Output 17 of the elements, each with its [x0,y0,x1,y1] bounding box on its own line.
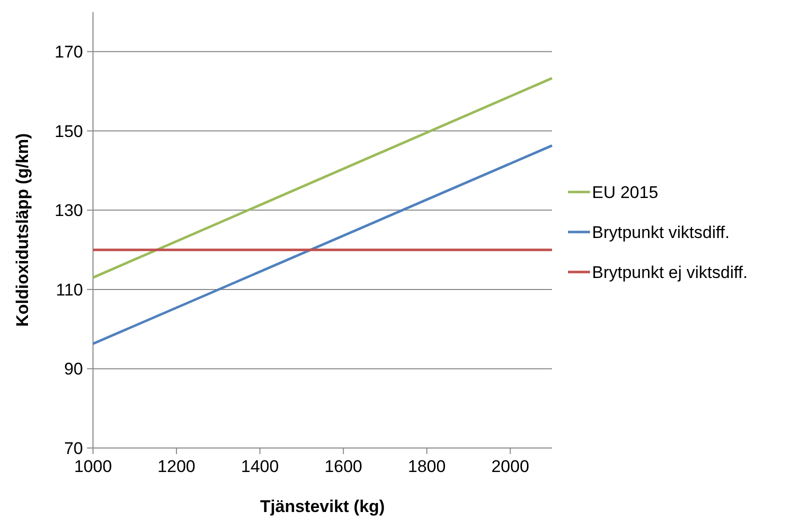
legend-label: Brytpunkt ej viktsdiff. [592,262,748,282]
x-axis-title: Tjänstevikt (kg) [260,497,385,516]
y-axis-title: Koldioxidutsläpp (g/km) [13,133,32,327]
x-tick-label: 1200 [158,457,196,476]
x-tick-label: 2000 [491,457,530,476]
y-tick-label: 110 [56,280,83,300]
x-tick-label: 1800 [408,457,446,476]
x-tick-label: 1600 [324,457,362,476]
y-tick-label: 90 [64,360,83,379]
y-tick-label: 130 [54,201,83,220]
legend-label: EU 2015 [592,182,658,202]
x-tick-label: 1000 [74,457,112,476]
y-tick-label: 150 [54,122,83,141]
legend-label: Brytpunkt viktsdiff. [592,222,730,242]
y-tick-label: 170 [54,42,83,62]
y-tick-label: 70 [64,438,83,458]
x-tick-label: 1400 [240,457,279,476]
